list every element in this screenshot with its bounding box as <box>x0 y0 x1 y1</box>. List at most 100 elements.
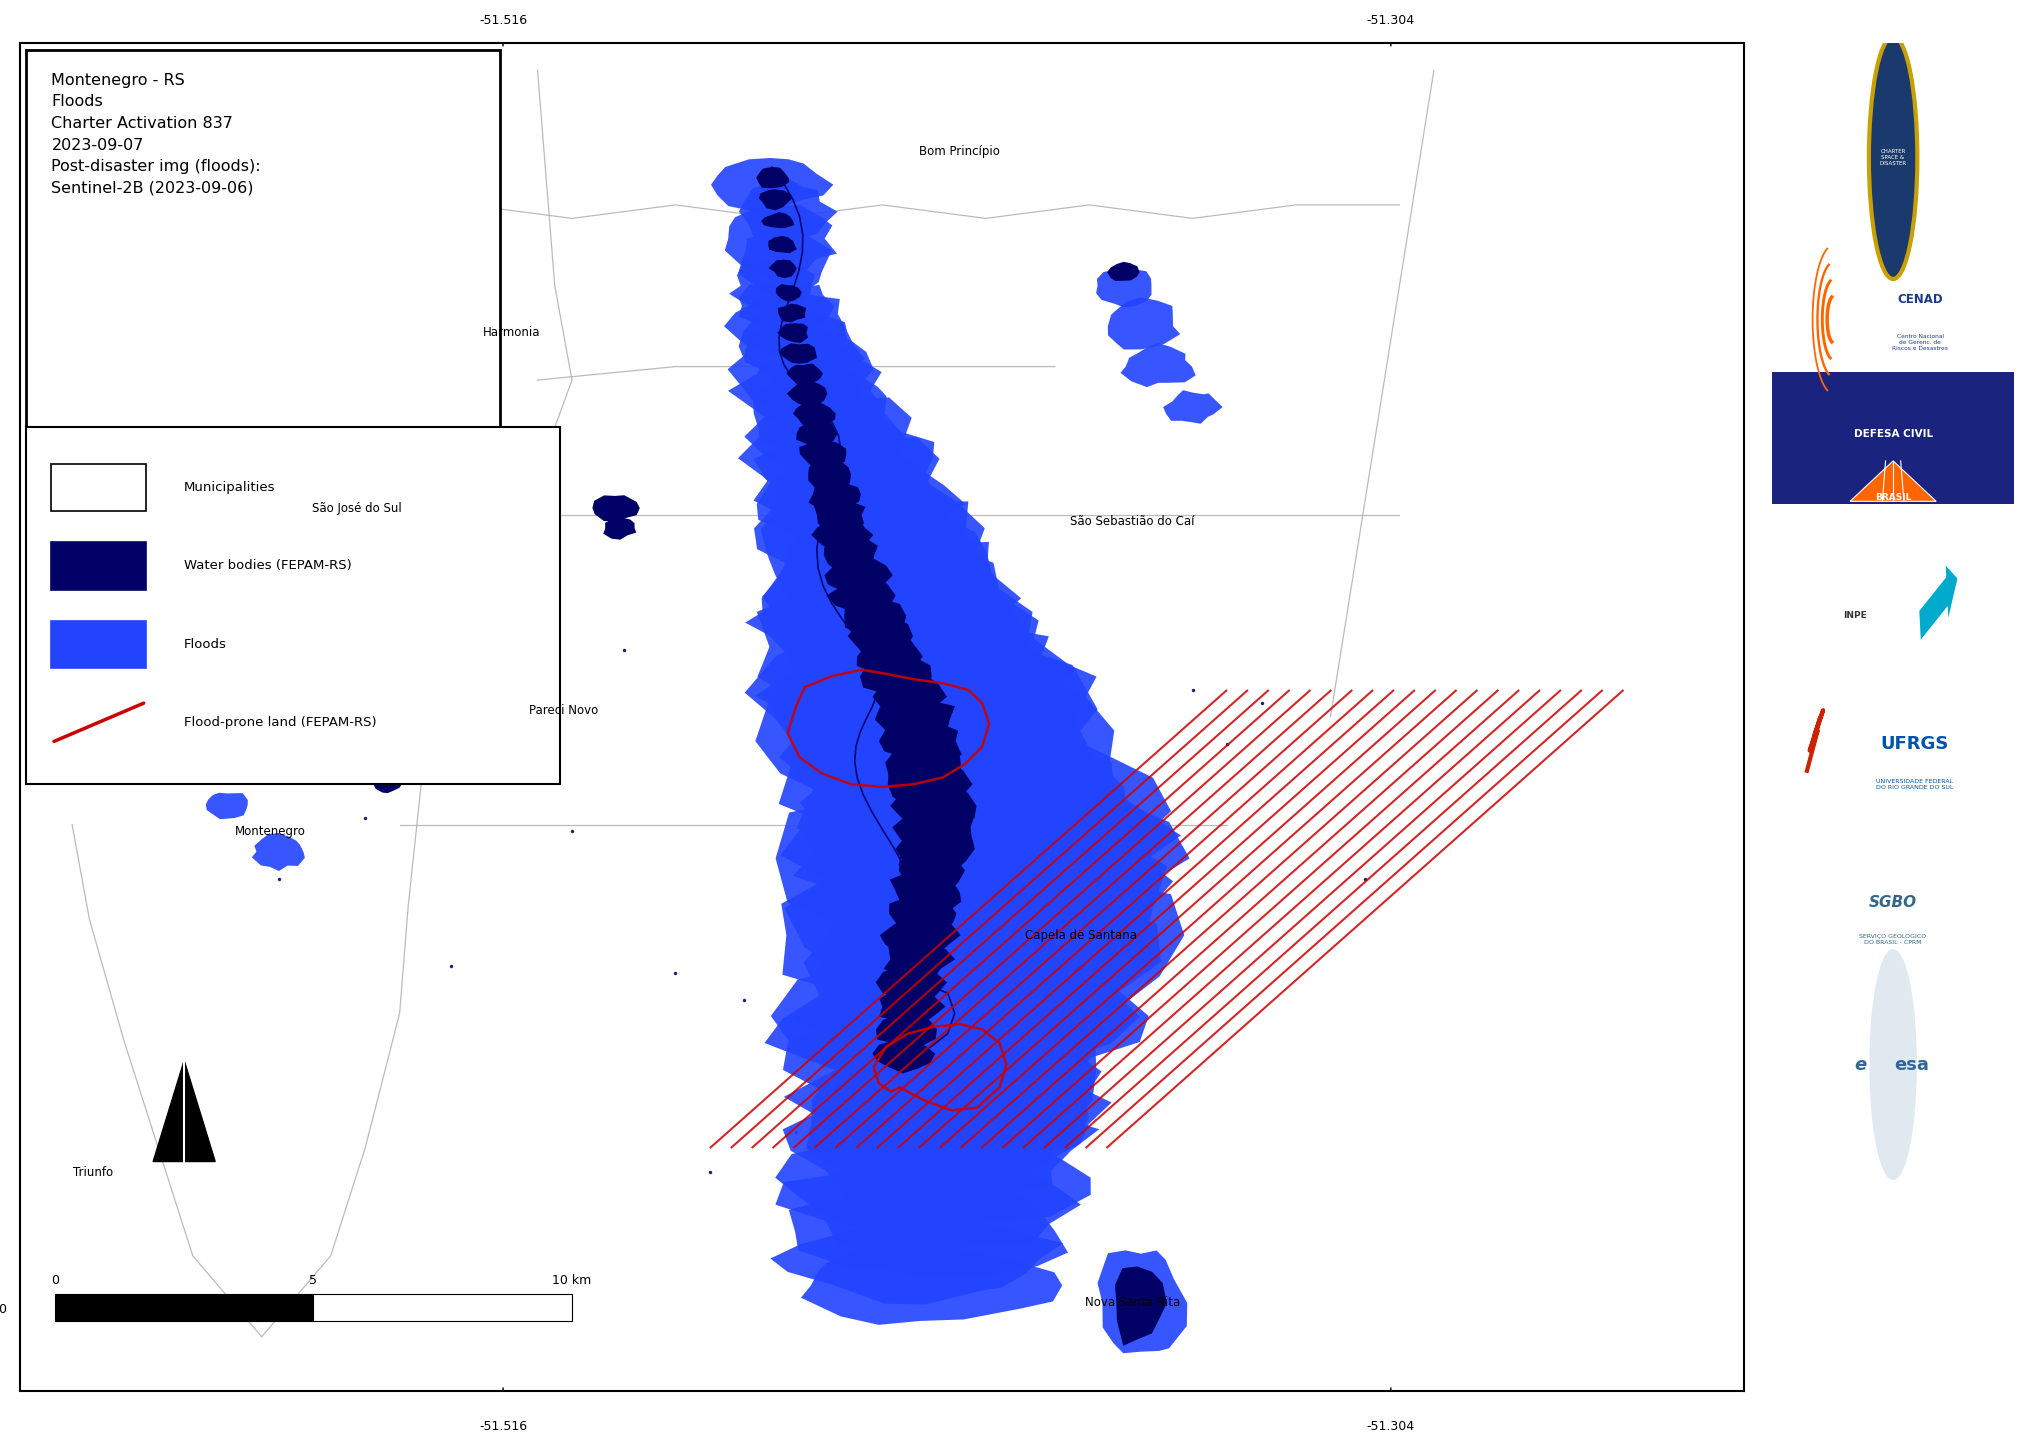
Polygon shape <box>879 912 960 955</box>
FancyBboxPatch shape <box>51 621 147 667</box>
Polygon shape <box>887 759 973 808</box>
Text: INPE: INPE <box>1843 611 1866 620</box>
Text: São Sebastião do Caí: São Sebastião do Caí <box>1070 514 1195 527</box>
Polygon shape <box>860 654 932 702</box>
Text: DEFESA CIVIL: DEFESA CIVIL <box>1853 429 1931 440</box>
Text: 5: 5 <box>310 1274 318 1287</box>
Bar <box>1772 372 2012 504</box>
Polygon shape <box>765 958 1101 1133</box>
Polygon shape <box>769 259 797 278</box>
Circle shape <box>1841 529 1878 712</box>
Polygon shape <box>769 236 797 254</box>
Text: SGBO: SGBO <box>1868 895 1917 911</box>
Polygon shape <box>754 464 985 589</box>
Polygon shape <box>1107 262 1140 281</box>
Text: -51.516: -51.516 <box>479 1421 526 1434</box>
Polygon shape <box>793 722 1181 945</box>
Polygon shape <box>1115 1267 1166 1346</box>
Polygon shape <box>712 159 834 213</box>
Text: BRASIL: BRASIL <box>1874 493 1911 501</box>
Polygon shape <box>875 964 946 1000</box>
Polygon shape <box>779 708 1170 922</box>
Polygon shape <box>875 695 954 742</box>
Text: Nova Santa Rita: Nova Santa Rita <box>1085 1297 1179 1310</box>
Polygon shape <box>793 399 836 427</box>
Text: Montenegro - RS
Floods
Charter Activation 837
2023-09-07
Post-disaster img (floo: Montenegro - RS Floods Charter Activatio… <box>51 73 261 196</box>
Polygon shape <box>1119 343 1195 388</box>
FancyArrow shape <box>1919 565 1957 640</box>
FancyBboxPatch shape <box>27 427 559 784</box>
Polygon shape <box>889 866 960 916</box>
Text: e: e <box>1853 1055 1866 1074</box>
Text: CENAD: CENAD <box>1896 293 1941 305</box>
Polygon shape <box>763 503 1003 651</box>
Polygon shape <box>791 902 1140 1085</box>
Polygon shape <box>873 676 946 722</box>
Polygon shape <box>848 617 913 660</box>
Polygon shape <box>775 764 1189 967</box>
Text: Flood-prone land (FEPAM-RS): Flood-prone land (FEPAM-RS) <box>184 716 377 729</box>
Circle shape <box>1870 950 1915 1179</box>
Text: CHARTER
SPACE &
DISASTER: CHARTER SPACE & DISASTER <box>1878 150 1906 166</box>
Polygon shape <box>163 739 220 774</box>
Polygon shape <box>875 1012 936 1046</box>
Polygon shape <box>805 790 1172 994</box>
Text: -29.680: -29.680 <box>1758 693 1770 741</box>
Polygon shape <box>773 615 1097 810</box>
Polygon shape <box>785 807 1166 1013</box>
Polygon shape <box>889 775 977 831</box>
Polygon shape <box>783 989 1095 1151</box>
FancyBboxPatch shape <box>51 464 147 512</box>
FancyBboxPatch shape <box>51 542 147 589</box>
Polygon shape <box>807 481 860 509</box>
Text: -51.304: -51.304 <box>1366 14 1415 27</box>
Text: UFRGS: UFRGS <box>1880 735 1947 752</box>
Polygon shape <box>779 669 1113 875</box>
Polygon shape <box>781 840 1185 1038</box>
Polygon shape <box>512 440 557 467</box>
Polygon shape <box>789 1180 1068 1278</box>
Text: Centro Nacional
de Gerenc. de
Riscos e Desastres: Centro Nacional de Gerenc. de Riscos e D… <box>1892 334 1947 350</box>
Polygon shape <box>899 849 964 892</box>
Polygon shape <box>873 1038 934 1074</box>
Polygon shape <box>801 1246 1062 1324</box>
Polygon shape <box>744 395 911 487</box>
Polygon shape <box>738 179 838 245</box>
Polygon shape <box>724 205 836 277</box>
Text: Bom Princípio: Bom Princípio <box>920 144 999 157</box>
Polygon shape <box>1097 1251 1187 1353</box>
FancyBboxPatch shape <box>27 50 500 429</box>
Polygon shape <box>728 342 883 441</box>
Polygon shape <box>756 559 1032 715</box>
Polygon shape <box>814 497 865 533</box>
Circle shape <box>1868 36 1917 280</box>
Polygon shape <box>373 777 402 793</box>
Polygon shape <box>885 741 960 787</box>
Polygon shape <box>783 1036 1101 1176</box>
Polygon shape <box>761 519 1022 670</box>
Text: Triunfo: Triunfo <box>73 1166 112 1179</box>
Polygon shape <box>795 421 838 448</box>
Polygon shape <box>783 1088 1099 1216</box>
Polygon shape <box>805 1063 1111 1192</box>
Polygon shape <box>752 367 903 458</box>
Polygon shape <box>756 450 964 559</box>
Polygon shape <box>883 937 954 980</box>
Polygon shape <box>153 1061 214 1161</box>
Polygon shape <box>1162 391 1221 424</box>
Polygon shape <box>761 212 793 228</box>
FancyBboxPatch shape <box>1756 16 2029 1418</box>
Polygon shape <box>775 1127 1091 1238</box>
Polygon shape <box>779 687 1128 883</box>
Bar <box>314 1294 571 1320</box>
Polygon shape <box>744 599 1077 788</box>
Polygon shape <box>803 878 1160 1058</box>
Polygon shape <box>738 305 865 389</box>
Polygon shape <box>1107 297 1181 350</box>
Polygon shape <box>754 576 1075 754</box>
Polygon shape <box>771 1222 1062 1304</box>
Polygon shape <box>591 496 640 522</box>
Polygon shape <box>844 595 905 634</box>
Polygon shape <box>744 540 1032 705</box>
Polygon shape <box>785 363 822 383</box>
